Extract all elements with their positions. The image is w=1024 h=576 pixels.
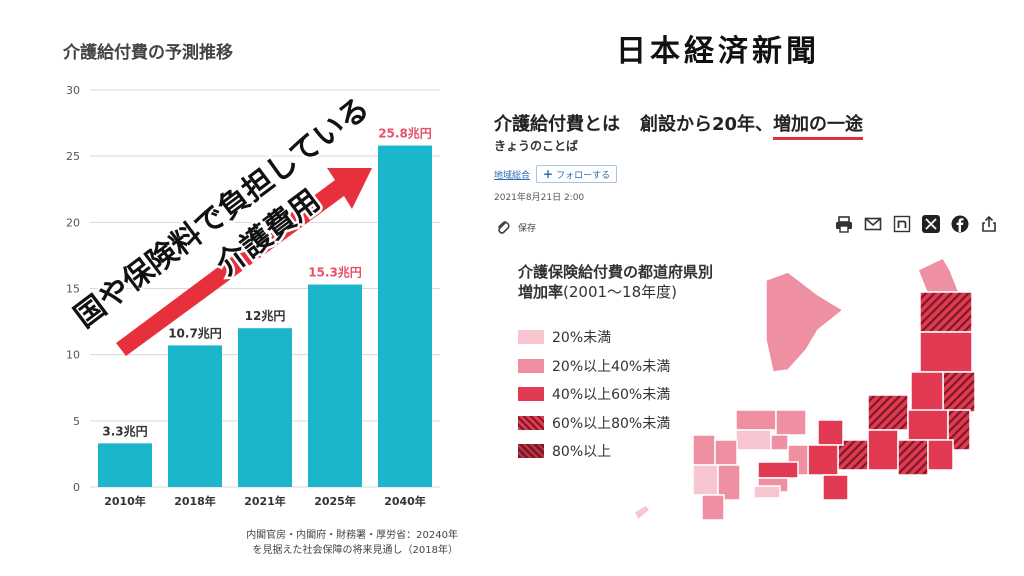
region-kanto-north (907, 409, 949, 441)
x-tick-label: 2018年 (174, 494, 216, 508)
print-icon[interactable] (834, 214, 854, 234)
headline-part-2: 創設から20年、 (640, 114, 774, 135)
region-chubu-west (867, 429, 899, 471)
region-tohoku-east (942, 371, 976, 413)
y-tick-label: 25 (66, 150, 80, 163)
region-tohoku-north (919, 291, 973, 333)
y-tick-label: 0 (73, 481, 80, 494)
trend-arrow-shape (116, 168, 372, 356)
chart-title: 介護給付費の予測推移 (62, 42, 233, 63)
region-kyushu-east (714, 439, 738, 466)
paperclip-icon (498, 221, 510, 234)
x-tick-label: 2025年 (314, 494, 356, 508)
note-icon[interactable] (892, 214, 912, 234)
legend-item: 40%以上60%未満 (518, 380, 670, 409)
chart-panel: 介護給付費の予測推移 0 5 10 15 20 25 30 3.3兆円 2010年 10.7兆円… (0, 0, 470, 576)
data-label: 25.8兆円 (378, 126, 432, 141)
article-subheading: きょうのことば (494, 139, 579, 153)
legend-label: 20%以上40%未満 (552, 358, 671, 375)
region-tohoku-mid (919, 331, 973, 373)
save-button[interactable]: 保存 (496, 219, 536, 235)
save-label: 保存 (518, 223, 537, 234)
map-legend: 20%未満 20%以上40%未満 40%以上60%未満 60%以上80%未満 8… (518, 323, 670, 466)
region-chugoku-south (735, 429, 772, 451)
trend-arrow (116, 168, 372, 356)
source-line-1: 内閣官房・内閣府・財務署・厚労省：20240年 (246, 530, 458, 541)
bar-2010年 (98, 443, 152, 487)
legend-label: 60%以上80%未満 (552, 415, 671, 432)
legend-swatch (518, 415, 544, 430)
data-label: 10.7兆円 (168, 325, 222, 340)
map-title-line2-normal: (2001～18年度) (563, 283, 677, 301)
region-chugoku-north (735, 409, 777, 431)
bar-2018年 (168, 345, 222, 487)
legend-label: 20%未満 (552, 330, 612, 347)
headline-part-3: 増加の一途 (773, 114, 864, 140)
article-panel: 日本経済新聞 介護給付費とは 創設から20年、増加の一途 きょうのことば 地域総合… (488, 0, 1024, 576)
x-icon[interactable] (921, 214, 941, 234)
y-tick-label: 15 (66, 283, 80, 296)
legend-swatch (518, 444, 544, 459)
legend-swatch (518, 330, 544, 345)
map-title-line1: 介護保険給付費の都道府県別 (518, 263, 714, 281)
region-kanto-central (897, 439, 929, 476)
bar-2040年 (378, 145, 432, 487)
follow-label: フォローする (556, 170, 611, 181)
region-chubu-south (837, 439, 869, 471)
map-title-line2-bold: 増加率 (518, 283, 564, 301)
publish-date: 2021年8月21日 2:00 (494, 193, 585, 203)
data-label: 15.3兆円 (308, 265, 362, 280)
y-tick-label: 30 (66, 84, 80, 97)
x-tick-label: 2010年 (104, 494, 146, 508)
map-title: 介護保険給付費の都道府県別 増加率(2001～18年度) (518, 262, 713, 302)
region-kinki-south (822, 474, 849, 501)
article-headline: 介護給付費とは 創設から20年、増加の一途 (494, 110, 864, 140)
data-label: 12兆円 (245, 308, 286, 323)
region-chugoku-east (775, 409, 807, 436)
y-tick-label: 10 (66, 349, 80, 362)
follow-button[interactable]: + フォローする (536, 165, 618, 183)
bar-chart: 介護給付費の予測推移 0 5 10 15 20 25 30 3.3兆円 2010年 10.7兆円… (62, 42, 440, 508)
legend-item: 80%以上 (518, 437, 670, 466)
facebook-icon[interactable] (950, 214, 970, 234)
legend-label: 80%以上 (552, 444, 612, 461)
region-shikoku-north (757, 461, 799, 479)
topic-tag-link[interactable]: 地域総合 (494, 171, 531, 181)
region-hokuriku (817, 419, 844, 446)
region-kyushu-west (692, 464, 719, 496)
region-kyushu-south (717, 464, 741, 501)
x-tick-label: 2040年 (384, 494, 426, 508)
bar-2025年 (308, 284, 362, 487)
region-chugoku-mid (770, 434, 789, 451)
data-label: 3.3兆円 (102, 423, 147, 438)
region-chubu-north (867, 394, 909, 431)
source-line-2: を見据えた社会保障の将来見通し（2018年） (252, 545, 458, 556)
region-okinawa (633, 504, 652, 522)
legend-label: 40%以上60%未満 (552, 387, 671, 404)
y-tick-label: 5 (73, 415, 80, 428)
region-kinki-east (807, 444, 839, 476)
japan-prefecture-map (633, 257, 976, 522)
chart-source: 内閣官房・内閣府・財務署・厚労省：20240年 を見据えた社会保障の将来見通し（… (158, 528, 458, 558)
region-kyushu-north (692, 434, 716, 466)
legend-item: 20%以上40%未満 (518, 352, 670, 381)
share-icon[interactable] (979, 214, 999, 234)
newspaper-logo: 日本経済新聞 (616, 34, 820, 69)
region-hokkaido (765, 271, 845, 373)
legend-swatch (518, 387, 544, 402)
share-toolbar (834, 214, 999, 234)
bar-2021年 (238, 328, 292, 487)
plus-icon: + (543, 167, 554, 181)
region-kanto-south (927, 439, 954, 471)
y-tick-label: 20 (66, 216, 80, 229)
legend-item: 20%未満 (518, 323, 670, 352)
mail-icon[interactable] (863, 214, 883, 234)
x-tick-label: 2021年 (244, 494, 286, 508)
legend-item: 60%以上80%未満 (518, 409, 670, 438)
headline-part-1: 介護給付費とは (494, 114, 620, 135)
region-kagoshima (701, 494, 725, 521)
region-kyushu-southeast (753, 485, 781, 499)
region-tohoku-west (910, 371, 944, 413)
legend-swatch (518, 358, 544, 373)
